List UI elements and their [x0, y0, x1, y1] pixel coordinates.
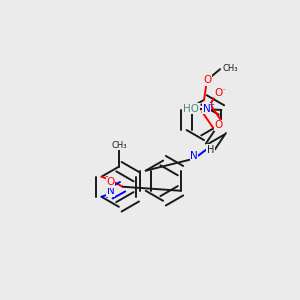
Text: O: O [214, 88, 223, 98]
Text: N: N [203, 104, 211, 114]
Text: +: + [208, 102, 214, 108]
Text: O: O [203, 75, 211, 85]
Text: N: N [190, 152, 198, 161]
Text: O: O [106, 177, 115, 187]
Text: CH₃: CH₃ [223, 64, 238, 73]
Text: ⁻: ⁻ [221, 86, 225, 95]
Text: O: O [214, 120, 223, 130]
Text: CH₃: CH₃ [111, 141, 127, 150]
Text: N: N [107, 186, 114, 197]
Text: HO: HO [183, 104, 200, 114]
Text: H: H [207, 145, 214, 154]
